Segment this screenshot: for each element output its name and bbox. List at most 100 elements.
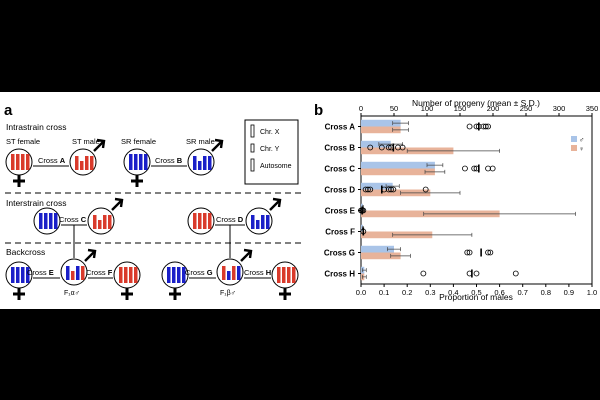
bar-female [361,126,401,134]
legend-autosome: Autosome [260,163,292,170]
cross-a-label: Cross A [38,156,66,165]
x-tick-label: 0.7 [517,288,527,297]
category-label: Cross H [324,270,355,279]
category-label: Cross F [325,228,355,237]
section-backcross: Backcross [6,247,45,257]
proportion-point [473,270,480,277]
proportion-point [399,144,406,151]
legend-chr-y: Chr. Y [260,146,280,153]
cross-e-label: Cross E [27,268,54,277]
top-tick-label: 0 [359,104,363,113]
legend-male-symbol: ♂ [579,137,584,144]
sr-male [187,138,224,176]
x-tick-label: 0.0 [356,288,366,297]
x-tick-label: 1.0 [587,288,597,297]
proportion-point [512,270,519,277]
cross-g-label: Cross G [185,268,213,277]
sr-female [123,148,151,189]
proportion-point [422,186,429,193]
cross-c-label: Cross C [59,215,87,224]
legend-chr-x: Chr. X [260,129,280,136]
cross-f-label: Cross F [86,268,113,277]
x-tick-label: 0.1 [379,288,389,297]
top-axis-title: Number of progeny (mean ± S.D.) [412,98,540,108]
f1-alpha-label: F₁α♂ [64,290,80,297]
f1-beta-label: F₁β♂ [220,290,236,297]
proportion-point [390,186,397,193]
proportion-point [365,186,371,193]
category-label: Cross B [324,144,355,153]
panel-b-label: b [314,102,323,119]
panel-a: a Intrastrain cross ST female ST male SR… [4,102,305,302]
legend-female-symbol: ♀ [579,146,584,153]
bar-male [361,182,393,190]
proportion-point [462,165,468,172]
cross-c-male-st [87,197,124,235]
top-tick-label: 200 [487,104,500,113]
backcross-st-female-2 [271,261,299,302]
figure: a Intrastrain cross ST female ST male SR… [0,92,600,309]
st-male-label: ST male [72,137,100,146]
proportion-point [378,144,385,151]
top-tick-label: 100 [421,104,434,113]
top-tick-label: 50 [390,104,398,113]
section-interstrain: Interstrain cross [6,198,66,208]
panel-b: b Number of progeny (mean ± S.D.) Propor… [314,98,598,302]
f1-alpha-male [60,248,97,286]
chromosome-legend: Chr. X Chr. Y Autosome [244,119,299,185]
bar-female [361,189,431,197]
proportion-point [485,249,491,256]
top-tick-label: 250 [520,104,533,113]
proportion-point [367,186,374,193]
section-intrastrain: Intrastrain cross [6,122,66,132]
category-label: Cross C [324,165,355,174]
x-tick-label: 0.2 [402,288,412,297]
x-tick-label: 0.9 [564,288,574,297]
proportion-point [487,249,494,256]
proportion-point [471,165,478,172]
category-label: Cross A [325,123,356,132]
figure-svg: a Intrastrain cross ST female ST male SR… [4,98,598,302]
bar-male [361,161,435,169]
backcross-sr-female-2 [161,261,189,302]
category-label: Cross E [325,207,356,216]
cross-d-female-st [187,207,215,235]
proportion-point [466,123,473,130]
bottom-axis-title: Proportion of males [439,292,513,302]
proportion-point [367,144,374,151]
x-tick-label: 0.5 [471,288,481,297]
cross-c-female-sr [33,207,61,235]
f1-beta-male [216,248,253,286]
st-female [5,148,33,189]
proportion-point [360,207,367,214]
chart-plot: 0.0 0.1 0.2 0.3 0.4 0.5 0.6 0.7 0.8 0.9 1.0 0 50 100 1… [324,104,598,297]
bar-male [361,140,391,148]
proportion-point [466,249,473,256]
x-tick-label: 0.4 [448,288,458,297]
top-tick-label: 300 [553,104,566,113]
cross-b-label: Cross B [155,156,183,165]
sr-female-label: SR female [121,137,156,146]
st-male [69,138,106,176]
x-tick-label: 0.6 [494,288,504,297]
panel-a-label: a [4,102,13,119]
category-label: Cross G [324,249,355,258]
proportion-point [489,165,496,172]
backcross-st-female-1 [113,261,141,302]
chart-legend: ♂ ♀ [571,136,584,153]
sr-male-label: SR male [186,137,215,146]
backcross-sr-female-1 [5,261,33,302]
category-label: Cross D [324,186,355,195]
bar-female [361,168,435,176]
cross-h-label: Cross H [244,268,271,277]
proportion-point [420,270,427,277]
cross-d-male-sr [245,197,282,235]
top-tick-label: 150 [454,104,467,113]
proportion-point [485,123,491,130]
proportion-point [385,144,392,151]
proportion-point [482,123,489,130]
bar-male [361,119,401,127]
proportion-point [388,186,394,193]
x-tick-label: 0.3 [425,288,435,297]
top-tick-label: 350 [586,104,599,113]
